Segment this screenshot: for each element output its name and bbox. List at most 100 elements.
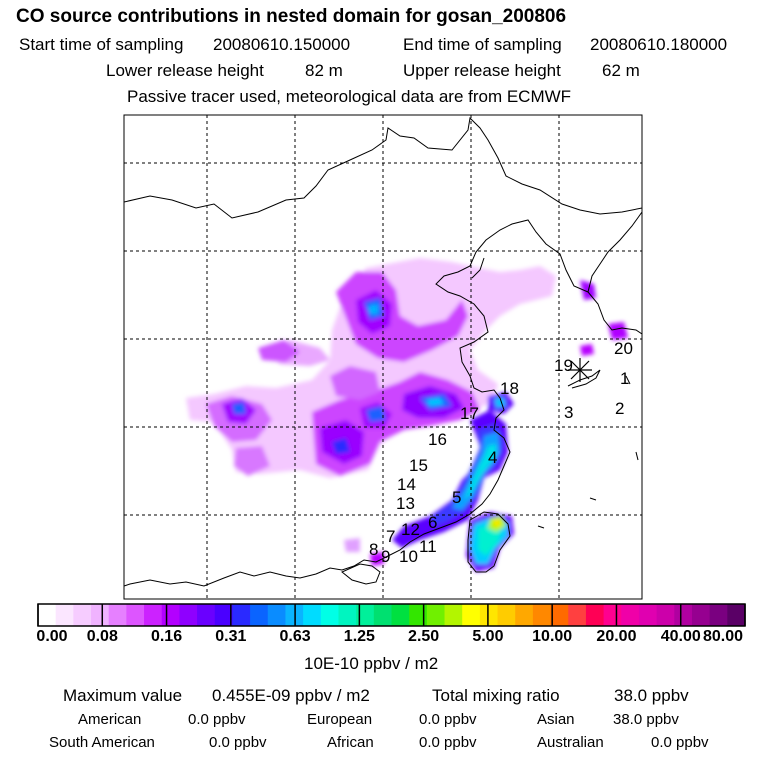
colorbar-cell xyxy=(426,604,446,626)
trajectory-label-19: 19 xyxy=(554,356,573,375)
coastlines xyxy=(124,116,642,587)
region-name-asian: Asian xyxy=(537,711,575,728)
trajectory-label-4: 4 xyxy=(488,448,497,467)
colorbar-cell xyxy=(444,604,463,626)
region-name-american: American xyxy=(78,711,142,728)
total-mixing-value: 38.0 ppbv xyxy=(614,686,689,705)
trajectory-label-20: 20 xyxy=(614,339,633,358)
page-title: CO source contributions in nested domain… xyxy=(16,6,567,27)
colorbar-cell xyxy=(55,604,74,626)
colorbar-cell xyxy=(197,604,216,626)
colorbar-tick-label: 1.25 xyxy=(343,628,375,645)
trajectory-label-10: 10 xyxy=(399,547,418,566)
colorbar-tick-label: 80.00 xyxy=(702,628,744,645)
colorbar-tick-label: 0.00 xyxy=(36,628,68,645)
colorbar-cell xyxy=(126,604,145,626)
colorbar-cell xyxy=(144,604,163,626)
trajectory-label-18: 18 xyxy=(500,379,519,398)
colorbar-tick-label: 5.00 xyxy=(472,628,504,645)
upper-height-value: 62 m xyxy=(602,61,640,80)
colorbar-cell xyxy=(532,604,552,626)
colorbar-tick-label: 0.31 xyxy=(215,628,247,645)
region-name-african: African xyxy=(327,734,374,751)
colorbar-cell xyxy=(303,604,322,626)
receptor-star-icon xyxy=(568,358,592,382)
max-value-label: Maximum value xyxy=(63,686,183,705)
colorbar-cell xyxy=(391,604,410,626)
trajectory-label-13: 13 xyxy=(396,494,415,513)
trajectory-label-8: 8 xyxy=(369,540,378,559)
trajectory-label-6: 6 xyxy=(428,513,437,532)
region-name-south-american: South American xyxy=(49,734,155,751)
trajectory-label-2: 2 xyxy=(615,399,624,418)
colorbar-cell xyxy=(232,604,251,626)
colorbar-cell xyxy=(479,604,499,626)
colorbar-cell xyxy=(709,604,728,626)
colorbar-cell xyxy=(727,604,746,626)
trajectory-label-7: 7 xyxy=(386,527,395,546)
trajectory-label-11: 11 xyxy=(419,537,437,556)
lower-height-label: Lower release height xyxy=(106,61,264,80)
colorbar-cell xyxy=(38,604,57,626)
concentration-field xyxy=(186,258,628,572)
colorbar-tick-label: 0.08 xyxy=(86,628,118,645)
region-value-asian: 38.0 ppbv xyxy=(613,711,679,728)
region-value-south-american: 0.0 ppbv xyxy=(209,734,267,751)
colorbar xyxy=(37,603,746,627)
colorbar-cell xyxy=(214,604,233,626)
tracer-note: Passive tracer used, meteorological data… xyxy=(127,87,572,106)
region-value-african: 0.0 ppbv xyxy=(419,734,477,751)
upper-height-label: Upper release height xyxy=(403,61,561,80)
colorbar-tick-label: 2.50 xyxy=(408,628,440,645)
colorbar-tick-label: 40.00 xyxy=(660,628,701,645)
colorbar-tick-label: 20.00 xyxy=(596,628,637,645)
colorbar-cell xyxy=(691,604,711,626)
colorbar-cell xyxy=(179,604,198,626)
colorbar-cell xyxy=(161,604,180,626)
region-name-european: European xyxy=(307,711,373,728)
lat-lon-grid xyxy=(124,115,642,599)
colorbar-cell xyxy=(338,604,357,626)
colorbar-cell xyxy=(674,604,693,626)
lower-height-value: 82 m xyxy=(305,61,343,80)
trajectory-label-9: 9 xyxy=(381,547,390,566)
colorbar-cell xyxy=(550,604,569,626)
colorbar-tick-label: 10.00 xyxy=(532,628,573,645)
colorbar-unit: 10E-10 ppbv / m2 xyxy=(304,654,439,673)
colorbar-tick-label: 0.63 xyxy=(279,628,311,645)
end-time-value: 20080610.180000 xyxy=(590,35,728,54)
colorbar-cell xyxy=(356,604,375,626)
region-value-european: 0.0 ppbv xyxy=(419,711,477,728)
region-value-australian: 0.0 ppbv xyxy=(651,734,709,751)
colorbar-cell xyxy=(73,604,92,626)
trajectory-label-3: 3 xyxy=(564,403,573,422)
colorbar-cell xyxy=(638,604,658,626)
trajectory-label-16: 16 xyxy=(428,430,447,449)
colorbar-cell xyxy=(585,604,605,626)
end-time-label: End time of sampling xyxy=(403,35,562,54)
colorbar-cell xyxy=(497,604,516,626)
max-value: 0.455E-09 ppbv / m2 xyxy=(212,686,370,705)
trajectory-label-5: 5 xyxy=(452,488,461,507)
start-time-value: 20080610.150000 xyxy=(213,35,351,54)
map-frame xyxy=(123,114,643,600)
colorbar-cell xyxy=(462,604,481,626)
trajectory-label-17: 17 xyxy=(460,404,479,423)
colorbar-cell xyxy=(621,604,640,626)
region-value-american: 0.0 ppbv xyxy=(188,711,246,728)
region-name-australian: Australian xyxy=(537,734,604,751)
colorbar-cell xyxy=(320,604,339,626)
trajectory-label-15: 15 xyxy=(409,456,428,475)
trajectory-label-14: 14 xyxy=(397,475,416,494)
map-panel xyxy=(124,115,642,599)
colorbar-cell xyxy=(267,604,286,626)
total-mixing-label: Total mixing ratio xyxy=(432,686,560,705)
colorbar-cell xyxy=(603,604,622,626)
colorbar-tick-label: 0.16 xyxy=(150,628,183,645)
colorbar-cell xyxy=(656,604,675,626)
start-time-label: Start time of sampling xyxy=(19,35,184,54)
colorbar-cell xyxy=(91,604,110,626)
trajectory-label-1: 1 xyxy=(620,369,629,388)
